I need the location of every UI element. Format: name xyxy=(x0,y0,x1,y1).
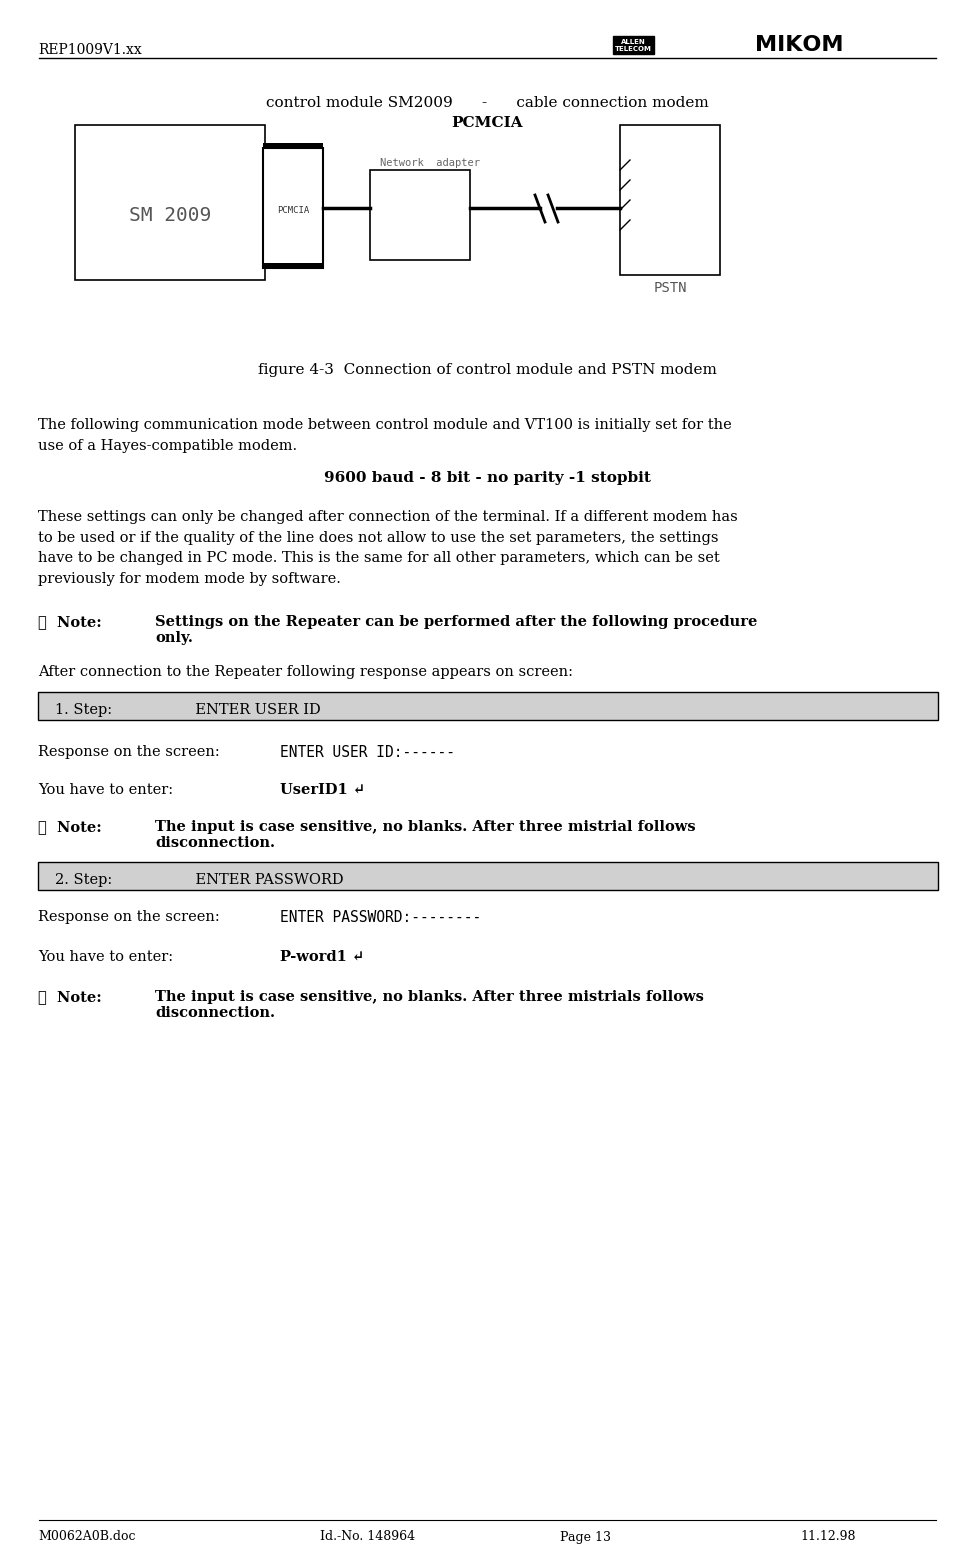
Text: figure 4-3  Connection of control module and PSTN modem: figure 4-3 Connection of control module … xyxy=(257,362,717,376)
Text: 1. Step:                  ENTER USER ID: 1. Step: ENTER USER ID xyxy=(55,703,321,717)
Text: The following communication mode between control module and VT100 is initially s: The following communication mode between… xyxy=(38,418,732,453)
Bar xyxy=(370,169,470,260)
Text: SM 2009: SM 2009 xyxy=(129,205,212,224)
Text: Response on the screen:: Response on the screen: xyxy=(38,745,219,759)
Text: Settings on the Repeater can be performed after the following procedure
only.: Settings on the Repeater can be performe… xyxy=(155,614,758,645)
Text: Id.-No. 148964: Id.-No. 148964 xyxy=(320,1530,415,1544)
Bar xyxy=(75,124,265,280)
Text: PCMCIA: PCMCIA xyxy=(277,205,309,215)
Text: 11.12.98: 11.12.98 xyxy=(800,1530,855,1544)
Text: M0062A0B.doc: M0062A0B.doc xyxy=(38,1530,136,1544)
Text: PSTN: PSTN xyxy=(653,281,686,295)
Bar xyxy=(38,692,938,720)
Bar xyxy=(263,263,323,267)
Text: P-word1 ↵: P-word1 ↵ xyxy=(280,950,365,964)
Bar xyxy=(263,143,323,148)
Text: ENTER USER ID:------: ENTER USER ID:------ xyxy=(280,745,455,760)
Text: The input is case sensitive, no blanks. After three mistrials follows
disconnect: The input is case sensitive, no blanks. … xyxy=(155,991,704,1020)
Text: You have to enter:: You have to enter: xyxy=(38,784,174,798)
Text: Response on the screen:: Response on the screen: xyxy=(38,910,219,924)
Text: After connection to the Repeater following response appears on screen:: After connection to the Repeater followi… xyxy=(38,666,573,680)
Text: ☞  Note:: ☞ Note: xyxy=(38,991,101,1005)
Text: control module SM2009      -      cable connection modem: control module SM2009 - cable connection… xyxy=(265,96,709,110)
Text: ☞  Note:: ☞ Note: xyxy=(38,819,101,833)
Text: PCMCIA: PCMCIA xyxy=(451,117,523,131)
Text: UserID1 ↵: UserID1 ↵ xyxy=(280,784,365,798)
Bar xyxy=(38,861,938,889)
Text: REP1009V1.xx: REP1009V1.xx xyxy=(38,44,141,58)
Text: ENTER PASSWORD:--------: ENTER PASSWORD:-------- xyxy=(280,910,482,925)
Text: Network  adapter: Network adapter xyxy=(380,159,480,168)
Text: 9600 baud - 8 bit - no parity -1 stopbit: 9600 baud - 8 bit - no parity -1 stopbit xyxy=(324,471,650,485)
Text: Page 13: Page 13 xyxy=(560,1530,611,1544)
Text: You have to enter:: You have to enter: xyxy=(38,950,174,964)
Bar xyxy=(263,148,323,267)
Bar xyxy=(620,124,720,275)
Text: These settings can only be changed after connection of the terminal. If a differ: These settings can only be changed after… xyxy=(38,510,738,586)
Text: ALLEN
TELECOM: ALLEN TELECOM xyxy=(615,39,652,51)
Text: ☞  Note:: ☞ Note: xyxy=(38,614,101,630)
Text: MIKΟM: MIKΟM xyxy=(756,36,843,54)
Text: 2. Step:                  ENTER PASSWORD: 2. Step: ENTER PASSWORD xyxy=(55,872,343,886)
Text: The input is case sensitive, no blanks. After three mistrial follows
disconnecti: The input is case sensitive, no blanks. … xyxy=(155,819,695,851)
